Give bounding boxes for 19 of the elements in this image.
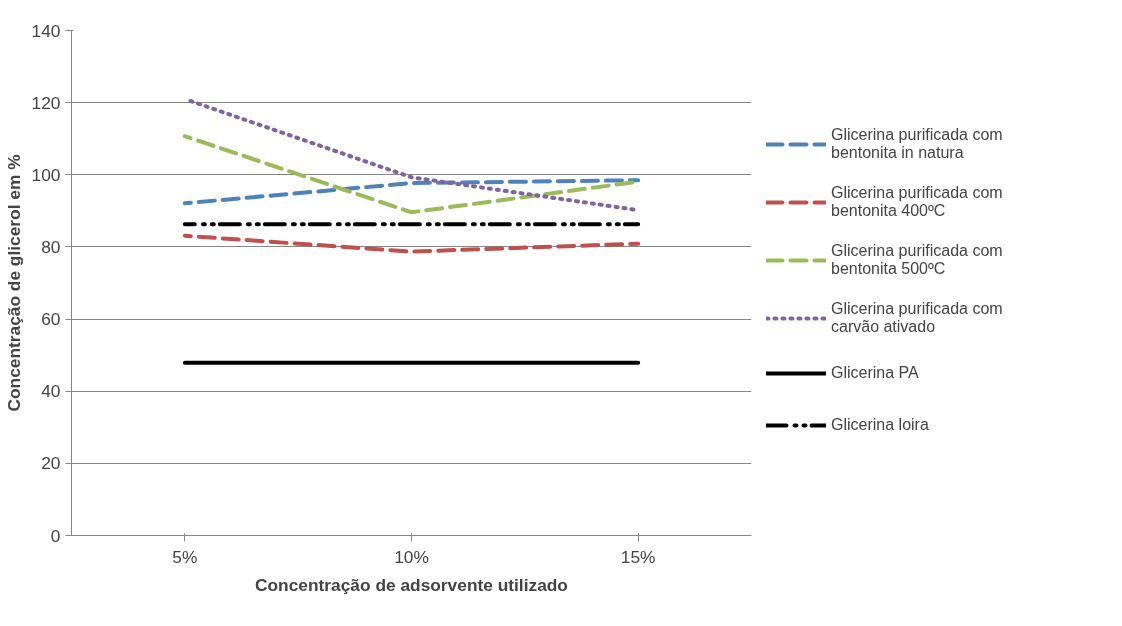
y-tick-label: 100 [31,164,61,185]
legend-label: Glicerina loira [831,415,929,435]
y-tick-label: 20 [41,453,61,474]
y-tick-label: 0 [50,525,61,546]
y-tick-label: 60 [41,309,61,330]
legend-label: Glicerina purificada com bentonita in natura [831,126,1003,162]
y-axis-title: Concentração de glicerol em % [3,154,24,412]
y-tick-label: 140 [31,20,61,41]
legend-label: Glicerina purificada com carvão ativado [831,300,1003,336]
y-tick-label: 40 [41,381,61,402]
x-axis-title: Concentração de adsorvente utilizado [255,574,568,595]
x-tick-label: 15% [620,546,656,567]
y-tick-label: 80 [41,236,61,257]
x-tick-label: 5% [172,546,198,567]
y-tick-label: 120 [31,92,61,113]
legend-label: Glicerina PA [831,363,919,383]
legend-label: Glicerina purificada com bentonita 400ºC [831,184,1003,220]
legend-label: Glicerina purificada com bentonita 500ºC [831,242,1003,278]
x-tick-label: 10% [394,546,429,567]
